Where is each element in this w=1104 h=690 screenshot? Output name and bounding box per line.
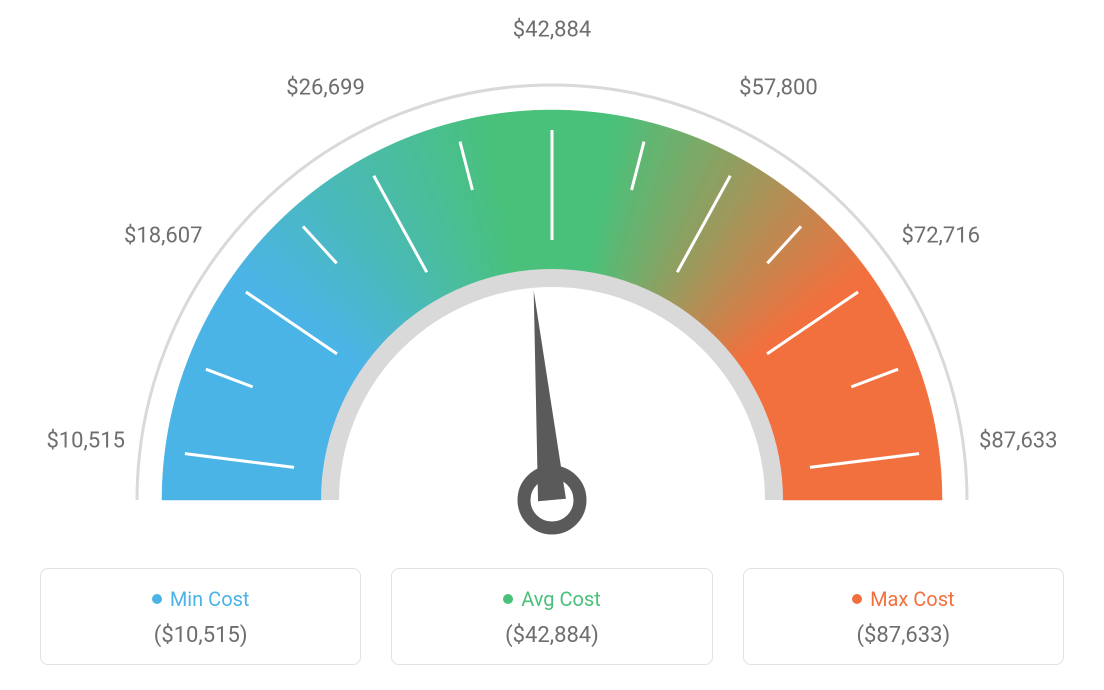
gauge-chart: $10,515 $18,607 $26,699 $42,884 $57,800 $72,7… xyxy=(0,0,1104,560)
legend-value-min: ($10,515) xyxy=(51,623,350,648)
gauge-svg xyxy=(0,0,1104,560)
legend-dot-avg xyxy=(503,594,513,604)
legend-value-avg: ($42,884) xyxy=(402,623,701,648)
legend-card-avg: Avg Cost ($42,884) xyxy=(391,568,712,665)
legend-row: Min Cost ($10,515) Avg Cost ($42,884) Ma… xyxy=(40,568,1064,665)
gauge-tick-label: $57,800 xyxy=(739,76,818,101)
legend-title-max: Max Cost xyxy=(852,587,955,611)
legend-label-min: Min Cost xyxy=(170,587,250,611)
gauge-tick-label: $10,515 xyxy=(46,429,125,454)
legend-title-min: Min Cost xyxy=(152,587,250,611)
legend-value-max: ($87,633) xyxy=(754,623,1053,648)
gauge-tick-label: $87,633 xyxy=(979,429,1058,454)
chart-container: $10,515 $18,607 $26,699 $42,884 $57,800 $72,7… xyxy=(0,0,1104,690)
gauge-tick-label: $72,716 xyxy=(901,223,980,248)
gauge-tick-label: $42,884 xyxy=(513,18,592,43)
gauge-tick-label: $26,699 xyxy=(286,76,365,101)
legend-dot-min xyxy=(152,594,162,604)
legend-card-max: Max Cost ($87,633) xyxy=(743,568,1064,665)
gauge-tick-label: $18,607 xyxy=(124,223,203,248)
legend-card-min: Min Cost ($10,515) xyxy=(40,568,361,665)
legend-dot-max xyxy=(852,594,862,604)
legend-label-avg: Avg Cost xyxy=(521,587,601,611)
legend-title-avg: Avg Cost xyxy=(503,587,601,611)
legend-label-max: Max Cost xyxy=(870,587,955,611)
